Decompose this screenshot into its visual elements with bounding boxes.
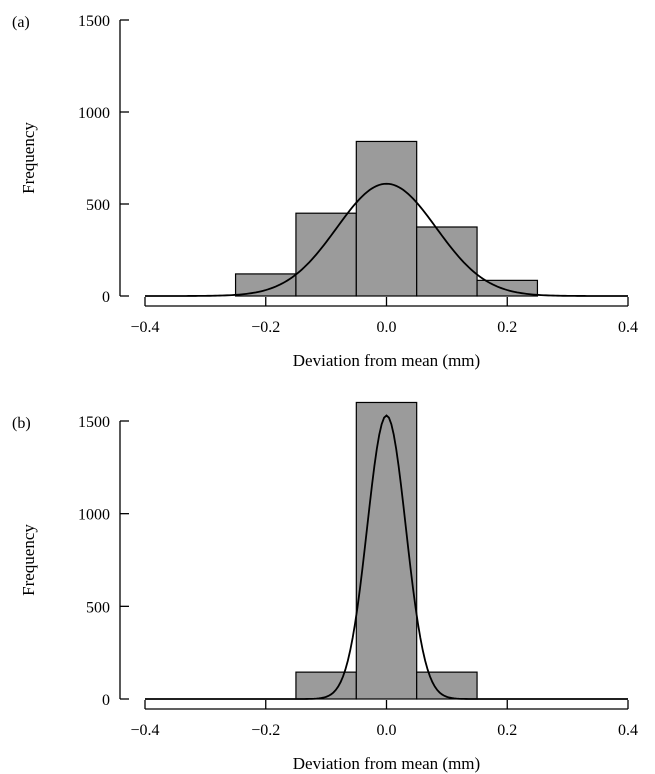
x-tick-label: 0.4	[618, 319, 638, 336]
y-tick-label: 0	[102, 289, 110, 306]
histogram-bar	[416, 226, 478, 297]
histogram-bar	[355, 140, 418, 297]
x-tick-label: 0.0	[377, 722, 397, 739]
y-tick-label: 500	[86, 599, 110, 616]
histogram-bar	[295, 212, 357, 297]
normal-curve	[145, 182, 628, 297]
y-axis-title: Frequency	[19, 122, 38, 194]
y-tick-label: 1000	[78, 105, 110, 122]
x-tick-label: 0.4	[618, 722, 638, 739]
y-tick-label: 1000	[78, 507, 110, 524]
chart-panel-a: (a) 0 500 1000 1500 Frequency −0.4 −0.2 0.0 0.2 0.…	[12, 13, 638, 370]
y-tick-label: 500	[86, 197, 110, 214]
x-tick-label: −0.2	[251, 722, 280, 739]
x-tick-label: −0.2	[251, 319, 280, 336]
panel-label: (b)	[12, 415, 31, 432]
panel-label: (a)	[12, 14, 30, 31]
histogram-bar	[416, 671, 478, 700]
x-tick-label: 0.2	[497, 319, 517, 336]
y-tick-label: 0	[102, 692, 110, 709]
normal-curve	[145, 414, 628, 700]
y-tick-label: 1500	[78, 414, 110, 431]
histogram-bar	[355, 401, 418, 700]
x-tick-label: −0.4	[130, 722, 159, 739]
x-tick-label: 0.0	[377, 319, 397, 336]
chart-panel-b: (b) 0 500 1000 1500 Frequency −0.4 −0.2 0.0 0.2 0.…	[12, 401, 638, 773]
x-tick-label: −0.4	[130, 319, 159, 336]
histogram-bar	[234, 273, 297, 297]
x-axis-title: Deviation from mean (mm)	[293, 754, 480, 773]
histogram-bar	[295, 671, 357, 700]
x-tick-label: 0.2	[497, 722, 517, 739]
y-axis-title: Frequency	[19, 524, 38, 596]
x-axis-title: Deviation from mean (mm)	[293, 351, 480, 370]
y-tick-label: 1500	[78, 13, 110, 30]
